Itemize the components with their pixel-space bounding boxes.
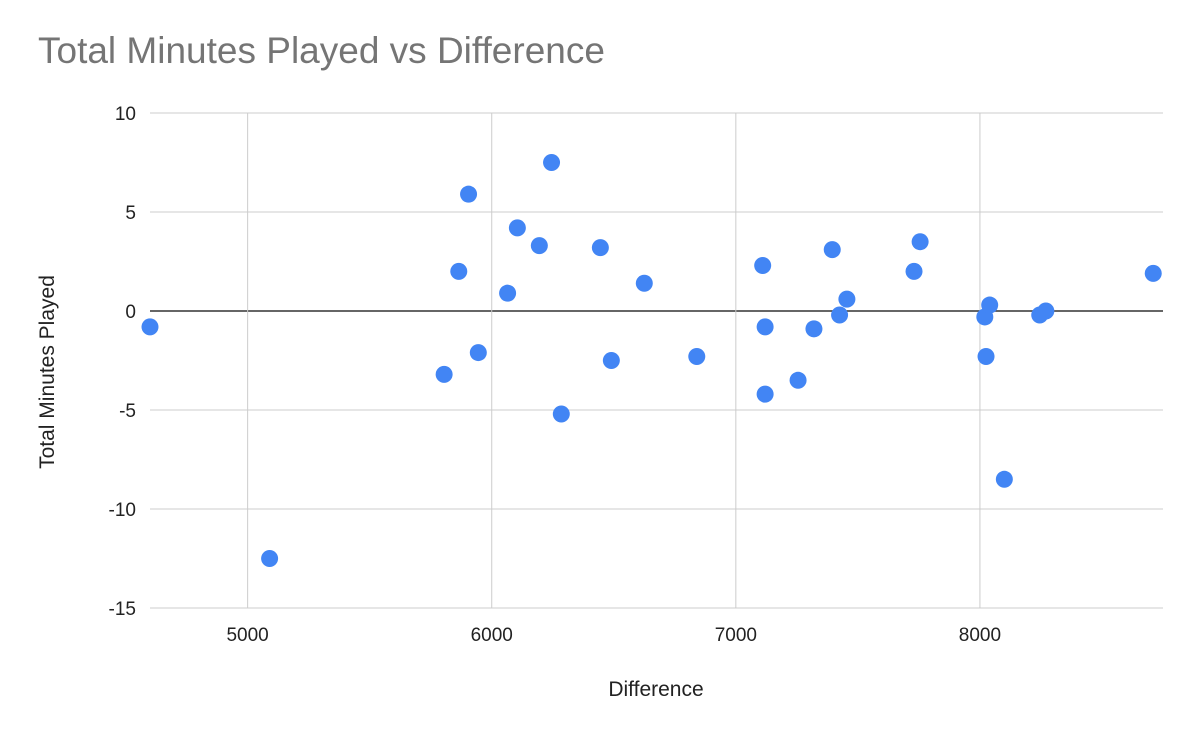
y-tick-label: 10 (115, 104, 136, 125)
y-tick-label: 0 (125, 302, 136, 323)
y-tick-label: -5 (119, 401, 136, 422)
data-point (906, 263, 923, 280)
data-point (831, 306, 848, 323)
data-point (499, 285, 516, 302)
data-point (790, 372, 807, 389)
x-tick-label: 5000 (226, 625, 268, 646)
data-point (824, 241, 841, 258)
data-point (838, 291, 855, 308)
data-point (460, 186, 477, 203)
data-point (470, 344, 487, 361)
data-point (757, 386, 774, 403)
data-point (543, 154, 560, 171)
x-tick-label: 6000 (471, 625, 513, 646)
data-point (603, 352, 620, 369)
y-tick-label: 5 (125, 203, 136, 224)
data-point (805, 320, 822, 337)
x-tick-label: 7000 (715, 625, 757, 646)
data-point (450, 263, 467, 280)
data-point (261, 550, 278, 567)
x-axis-label: Difference (0, 678, 1200, 702)
y-axis-label: Total Minutes Played (36, 275, 60, 469)
y-tick-label: -15 (109, 599, 136, 620)
data-point (1145, 265, 1162, 282)
data-point (912, 233, 929, 250)
data-point (757, 318, 774, 335)
data-point (142, 318, 159, 335)
data-point (531, 237, 548, 254)
data-point (509, 219, 526, 236)
data-point (636, 275, 653, 292)
x-tick-label: 8000 (959, 625, 1001, 646)
data-point (688, 348, 705, 365)
data-point (981, 297, 998, 314)
data-point (754, 257, 771, 274)
data-point (978, 348, 995, 365)
y-tick-label: -10 (109, 500, 136, 521)
data-point (592, 239, 609, 256)
data-point (1037, 303, 1054, 320)
data-point (436, 366, 453, 383)
data-point (553, 405, 570, 422)
data-point (996, 471, 1013, 488)
